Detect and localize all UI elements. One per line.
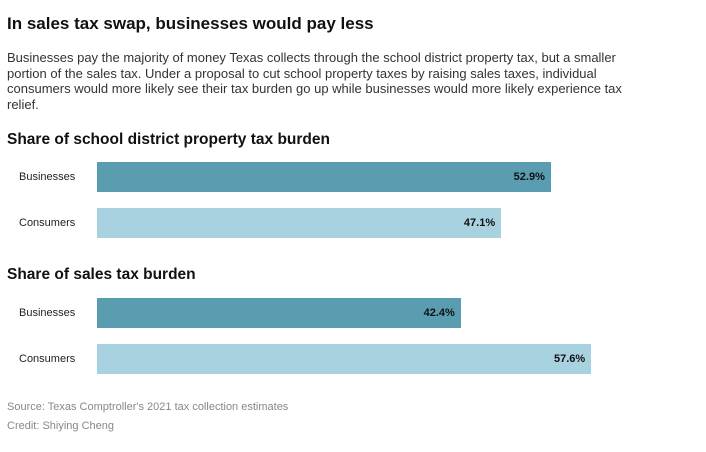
bar-consumers (97, 344, 592, 374)
bar-value-label: 47.1% (463, 217, 496, 229)
source-note: Source: Texas Comptroller's 2021 tax col… (7, 401, 289, 413)
category-label-businesses: Businesses (19, 171, 76, 183)
bar-businesses (97, 162, 551, 192)
bar-value-label: 42.4% (423, 307, 455, 319)
chart-title: Share of sales tax burden (7, 266, 196, 283)
headline: In sales tax swap, businesses would pay … (7, 14, 374, 33)
bar-consumers (97, 208, 502, 238)
bar-businesses (97, 298, 461, 328)
bar-value-label: 52.9% (513, 171, 545, 183)
category-label-businesses: Businesses (19, 307, 76, 319)
category-label-consumers: Consumers (19, 353, 76, 365)
intro-text: Businesses pay the majority of money Tex… (7, 50, 622, 112)
category-label-consumers: Consumers (19, 217, 76, 229)
bar-value-label: 57.6% (554, 353, 586, 365)
credit-note: Credit: Shiying Cheng (7, 420, 115, 432)
chart-title: Share of school district property tax bu… (7, 131, 330, 148)
